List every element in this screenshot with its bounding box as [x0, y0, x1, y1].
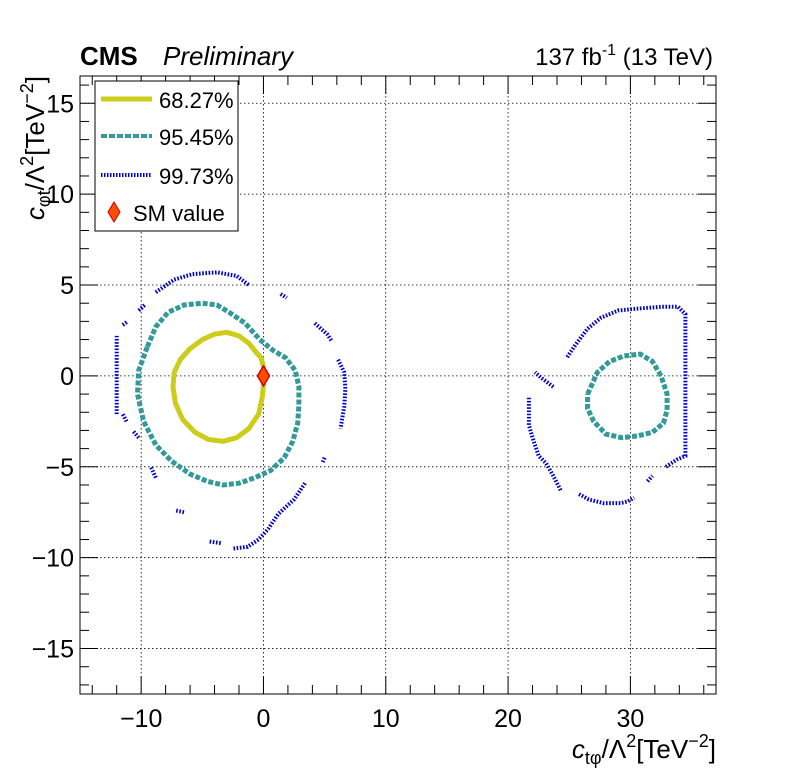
- contour-99: [121, 319, 129, 327]
- contour-95: [585, 351, 670, 441]
- contour-99: [137, 303, 147, 312]
- y-tick-label: −5: [45, 454, 74, 482]
- legend-box: [94, 80, 239, 232]
- legend-sm-marker: [107, 201, 121, 223]
- sm-value-marker: [256, 364, 271, 388]
- lumi-value: 137 fb: [535, 44, 602, 71]
- energy-value: (13 TeV): [616, 44, 713, 71]
- contour-95: [134, 300, 302, 488]
- legend-label-sm: SM value: [133, 201, 225, 226]
- y-tick-label: 5: [60, 272, 74, 300]
- x-axis-title-base: c: [572, 734, 585, 764]
- x-tick-label: 20: [494, 705, 522, 733]
- contour-99: [208, 539, 221, 546]
- y-tick-label: −15: [32, 636, 74, 664]
- x-axis-title-unit-sup: −2: [688, 731, 709, 751]
- tick-labels: −10 0 10 20 30 −15 −10 −5 0 5 10 15: [32, 90, 645, 733]
- y-axis-title-sub: φt: [34, 190, 54, 207]
- preliminary-label: Preliminary: [163, 41, 295, 71]
- lumi-label: 137 fb-1 (13 TeV): [535, 42, 713, 71]
- contour-99: [336, 358, 348, 429]
- contour-99: [154, 270, 250, 294]
- contour-99: [232, 482, 307, 551]
- contour-99: [149, 465, 158, 479]
- legend-label-68: 68.27%: [159, 88, 234, 113]
- contour-68: [170, 329, 266, 444]
- x-axis-title-sup: 2: [626, 731, 636, 751]
- contour-99: [533, 370, 555, 389]
- y-tick-label: 15: [46, 90, 74, 118]
- x-axis-title-unit: [TeV: [636, 734, 689, 764]
- y-axis-title: cφt/Λ2[TeV−2]: [17, 76, 54, 220]
- y-axis-title-close: ]: [20, 76, 50, 83]
- x-tick-label: 30: [616, 705, 644, 733]
- x-tick-label: 10: [372, 705, 400, 733]
- y-tick-label: 10: [46, 181, 74, 209]
- contour-99: [174, 508, 185, 515]
- contour-99: [320, 456, 327, 464]
- plot-frame: [79, 75, 717, 695]
- y-tick-label: −10: [32, 545, 74, 573]
- x-tick-label: −10: [120, 705, 162, 733]
- axis-ticks: [80, 76, 716, 694]
- x-axis-title-mid: /Λ: [602, 734, 627, 764]
- contour-99: [646, 474, 654, 483]
- y-axis-title-unit: [TeV: [20, 103, 50, 156]
- y-axis-title-base: c: [20, 207, 50, 220]
- y-tick-label: 0: [60, 363, 74, 391]
- x-tick-label: 0: [257, 705, 271, 733]
- cms-label: CMS: [80, 41, 138, 71]
- lumi-exponent: -1: [602, 42, 616, 59]
- y-axis-title-unit-sup: −2: [17, 83, 37, 104]
- contours: [114, 270, 688, 551]
- x-axis-title-sub: tφ: [585, 748, 602, 768]
- contour-99: [578, 492, 636, 506]
- y-axis-title-sup: 2: [17, 156, 37, 166]
- contour-99: [526, 397, 563, 492]
- contour-99: [565, 304, 688, 469]
- contour-99: [121, 413, 129, 423]
- contour-99: [313, 321, 334, 343]
- x-axis-title: ctφ/Λ2[TeV−2]: [572, 731, 716, 768]
- contour-99: [131, 429, 141, 439]
- contour-99: [279, 292, 288, 300]
- legend: 68.27% 95.45% 99.73% SM value: [94, 80, 239, 232]
- y-axis-title-mid: /Λ: [20, 165, 50, 190]
- x-axis-title-close: ]: [709, 734, 716, 764]
- legend-label-95: 95.45%: [159, 125, 234, 150]
- legend-label-99: 99.73%: [159, 164, 234, 189]
